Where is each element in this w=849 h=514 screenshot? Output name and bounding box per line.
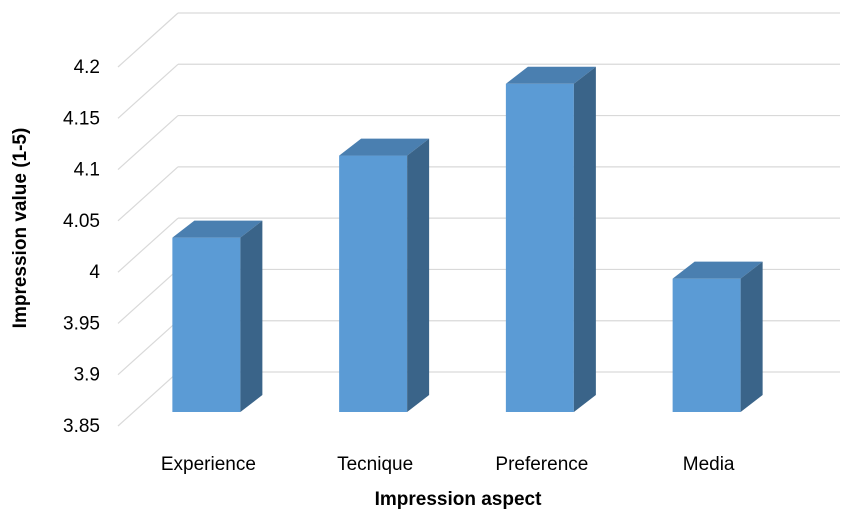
- x-axis-title: Impression aspect: [375, 489, 543, 510]
- bar-top: [505, 66, 596, 84]
- bars: [172, 66, 763, 413]
- y-tick-label: 3.9: [74, 365, 100, 386]
- bar-tecnique: [339, 138, 430, 413]
- gridline-diagonal: [117, 371, 179, 427]
- y-axis-title: Impression value (1-5): [10, 128, 31, 329]
- bar-front: [339, 155, 408, 413]
- y-tick-label: 3.85: [63, 416, 100, 437]
- bar-front: [505, 83, 574, 413]
- x-tick-label: Preference: [495, 454, 588, 475]
- x-tick-label: Media: [683, 454, 735, 475]
- x-axis-categories: Experience Tecnique Preference Media: [161, 454, 735, 475]
- bar-front: [172, 237, 241, 412]
- bar-side: [573, 66, 596, 413]
- bar-top: [339, 138, 430, 156]
- y-tick-label: 4.1: [74, 160, 100, 181]
- bar-front: [672, 278, 741, 412]
- y-tick-label: 4.2: [74, 57, 100, 78]
- y-tick-label: 4.15: [63, 108, 100, 129]
- gridline-diagonal: [117, 217, 179, 273]
- gridline-diagonal: [117, 63, 179, 119]
- bar-side: [240, 220, 263, 412]
- bar-top: [672, 261, 763, 279]
- y-tick-label: 3.95: [63, 313, 100, 334]
- x-tick-label: Tecnique: [337, 454, 413, 475]
- y-tick-label: 4.05: [63, 211, 100, 232]
- bar-media: [672, 261, 763, 412]
- y-axis-ticks: 3.85 3.9 3.95 4 4.05 4.1 4.15 4.2: [63, 57, 100, 437]
- gridline-diagonal: [117, 12, 179, 68]
- bar-experience: [172, 220, 263, 412]
- x-tick-label: Experience: [161, 454, 256, 475]
- y-tick-label: 4: [89, 262, 100, 283]
- gridline-diagonal: [117, 166, 179, 222]
- bar-top: [172, 220, 263, 238]
- bar-preference: [505, 66, 596, 413]
- gridline-diagonal: [117, 320, 179, 376]
- bar-side: [407, 138, 430, 413]
- bar-side: [740, 261, 763, 412]
- gridline-diagonal: [117, 115, 179, 171]
- gridline-diagonal: [117, 268, 179, 324]
